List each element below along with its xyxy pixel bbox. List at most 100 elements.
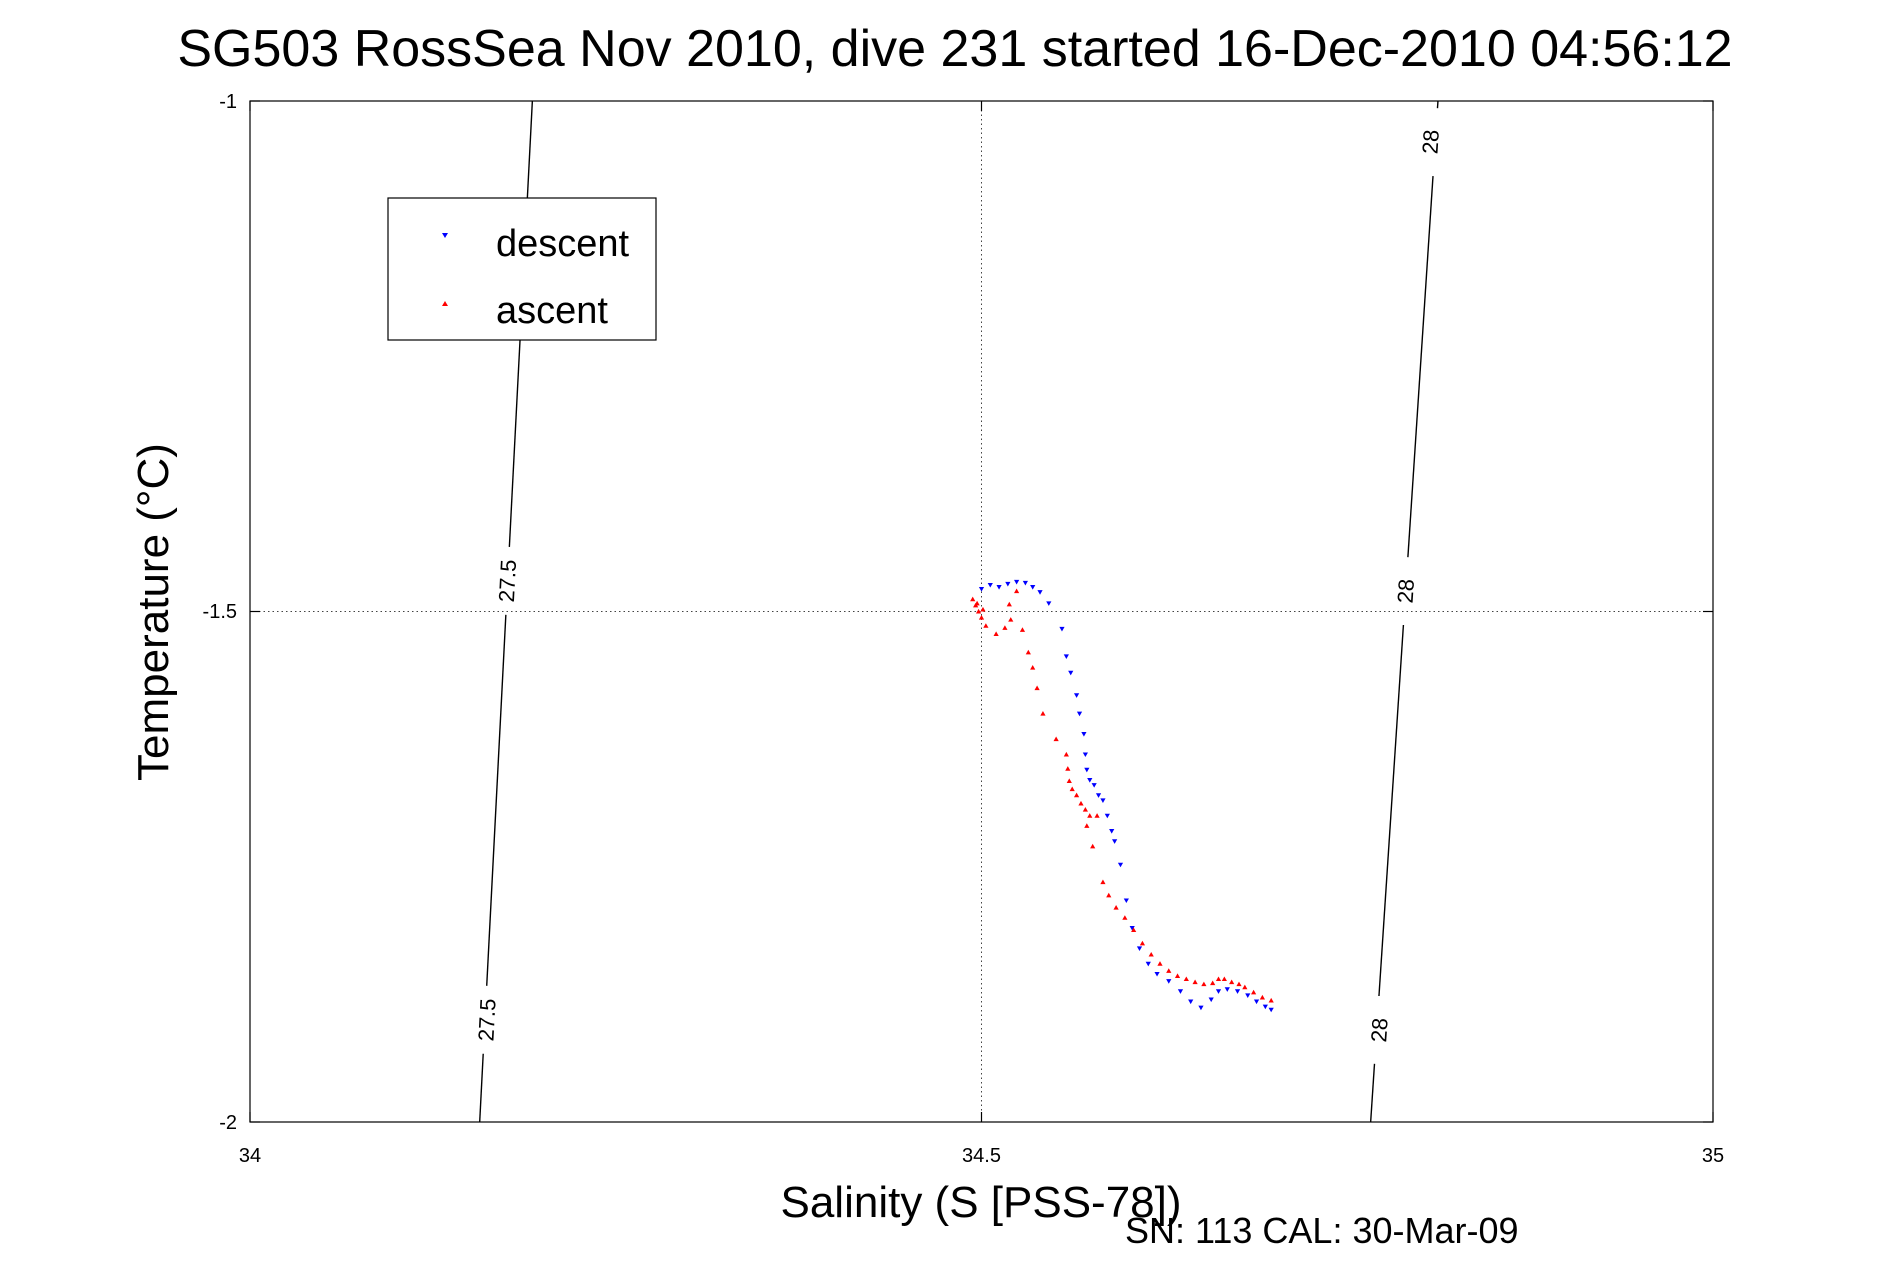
axis-ticks (249, 100, 1714, 1123)
ascent-marker (974, 600, 980, 606)
descent-marker (978, 587, 985, 592)
descent-marker (996, 584, 1002, 590)
ascent-marker (1065, 766, 1071, 771)
descent-marker (1166, 979, 1172, 984)
ascent-marker (1002, 625, 1008, 630)
ascent-marker (1113, 904, 1119, 910)
descent-marker (1081, 732, 1087, 737)
legend-descent-marker (442, 233, 448, 238)
descent-marker (1117, 862, 1124, 868)
descent-marker (987, 582, 993, 588)
descent-marker (1063, 654, 1069, 660)
descent-marker (1234, 989, 1241, 994)
ascent-marker (1210, 980, 1216, 986)
descent-marker (1154, 971, 1160, 977)
ascent-marker (1139, 940, 1146, 946)
descent-marker (1087, 777, 1093, 783)
legend-box (387, 197, 657, 341)
descent-marker (1030, 584, 1036, 590)
isopycnal-line (1378, 624, 1405, 997)
ascent-marker (993, 631, 999, 636)
ascent-marker (1066, 778, 1072, 783)
descent-marker (1082, 752, 1088, 758)
sensor-calibration-note: SN: 113 CAL: 30-Mar-09 (1125, 1210, 1519, 1251)
descent-marker (1095, 793, 1102, 798)
ascent-marker (1087, 813, 1093, 818)
ascent-marker (1090, 843, 1096, 849)
y-axis-label: Temperature (°C) (129, 443, 178, 781)
legend-ascent-label: ascent (496, 290, 608, 332)
descent-marker (1136, 946, 1143, 952)
isopycnal-label: 28 (1392, 578, 1419, 604)
descent-marker (1046, 601, 1052, 606)
ascent-marker (1242, 984, 1248, 990)
ascent-marker (1183, 976, 1189, 982)
descent-marker (1068, 670, 1074, 676)
ascent-marker (1094, 813, 1100, 818)
descent-marker (1123, 898, 1129, 904)
descent-marker (1076, 711, 1083, 717)
isopycnal-label: 27.5 (494, 559, 521, 603)
descent-marker (1104, 813, 1110, 819)
x-tick-label: 35 (1702, 1145, 1724, 1167)
descent-marker (1037, 590, 1043, 595)
ascent-marker (1025, 649, 1031, 655)
ascent-marker (1229, 979, 1235, 985)
descent-marker (1073, 693, 1080, 698)
y-tick-labels: -1 -1.5 -2 (203, 91, 237, 1134)
descent-marker (1268, 1007, 1274, 1013)
ascent-marker (1221, 976, 1227, 982)
ascent-marker (1236, 981, 1242, 987)
descent-marker (1112, 839, 1118, 844)
chart-title: SG503 RossSea Nov 2010, dive 231 started… (177, 20, 1732, 78)
ascent-marker (1053, 736, 1059, 742)
ascent-marker (1106, 892, 1112, 898)
ascent-marker (1201, 981, 1207, 987)
data-markers (970, 579, 1274, 1013)
ascent-marker (1100, 879, 1106, 885)
ascent-marker (1019, 627, 1026, 632)
ascent-marker (1082, 806, 1088, 812)
ascent-marker (1034, 685, 1040, 691)
descent-marker (1215, 989, 1222, 994)
ascent-marker (1078, 800, 1084, 806)
legend-ascent-marker (442, 301, 448, 306)
isopycnal-label: 27.5 (473, 998, 500, 1042)
ascent-marker (1040, 711, 1046, 716)
ascent-marker (1063, 751, 1069, 757)
descent-marker (1208, 997, 1214, 1003)
ascent-marker (1215, 976, 1222, 982)
descent-marker (1262, 1004, 1268, 1010)
descent-marker (1005, 581, 1011, 587)
isopycnal-line (1369, 1063, 1376, 1123)
ascent-marker (983, 623, 989, 628)
ascent-marker (1259, 994, 1265, 1000)
ascent-marker (1030, 665, 1036, 670)
isopycnal-label: 28 (1366, 1017, 1393, 1043)
descent-marker (1059, 626, 1065, 632)
isopycnal-line (486, 614, 507, 986)
descent-marker (1177, 989, 1184, 994)
ascent-marker (1174, 973, 1181, 978)
ascent-marker (1122, 915, 1128, 920)
descent-marker (1198, 1005, 1204, 1011)
ascent-marker (975, 608, 982, 614)
ascent-marker (1251, 989, 1257, 995)
isopycnal-line (1407, 176, 1434, 558)
ascent-marker (1069, 786, 1075, 792)
ascent-marker (1157, 961, 1163, 966)
descent-marker (1091, 783, 1097, 788)
descent-marker (1100, 798, 1106, 803)
descent-marker (1129, 926, 1135, 931)
ascent-marker (1006, 601, 1012, 607)
ascent-marker (1131, 927, 1137, 933)
ascent-marker (1166, 968, 1172, 973)
descent-marker (1145, 961, 1151, 967)
descent-marker (1188, 999, 1194, 1005)
y-tick-label: -1.5 (203, 601, 237, 623)
ascent-marker (1192, 979, 1198, 985)
ascent-marker (978, 615, 985, 620)
y-tick-label: -1 (219, 91, 237, 113)
descent-marker (1014, 579, 1020, 585)
